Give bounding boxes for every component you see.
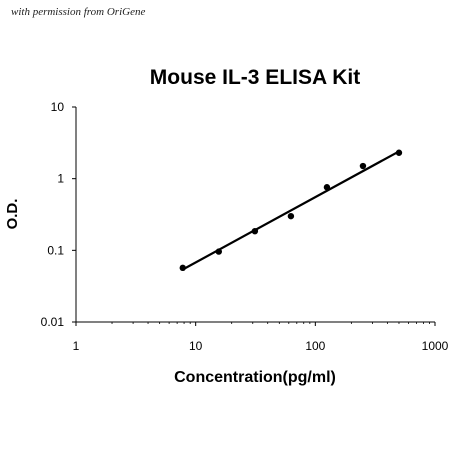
- y-tick-label: 0.1: [47, 243, 64, 257]
- fit-line-group: [181, 150, 401, 271]
- x-tick-label: 1: [73, 339, 80, 353]
- data-point: [179, 264, 186, 272]
- data-point: [215, 248, 222, 255]
- y-tick-label: 1: [57, 172, 64, 186]
- y-tick-label: 0.01: [41, 315, 65, 329]
- x-tick-label: 100: [305, 339, 325, 353]
- chart-title: Mouse IL-3 ELISA Kit: [150, 66, 360, 89]
- y-axis-label: O.D.: [4, 199, 21, 230]
- data-point: [287, 212, 295, 220]
- data-point: [359, 162, 367, 170]
- data-point: [251, 227, 259, 235]
- data-point: [395, 149, 403, 156]
- x-axis-label: Concentration(pg/ml): [174, 369, 336, 386]
- x-tick-label: 10: [189, 339, 203, 353]
- trend-line: [181, 150, 401, 271]
- x-axis-ticks: 1 10 100 1000: [73, 322, 449, 353]
- data-point: [323, 184, 331, 191]
- y-tick-label: 10: [51, 100, 65, 114]
- x-tick-label: 1000: [422, 339, 449, 353]
- y-axis-ticks: 0.01 0.1 1 10: [41, 100, 76, 329]
- permission-credit: with permission from OriGene: [11, 6, 146, 18]
- data-points-group: [179, 149, 403, 272]
